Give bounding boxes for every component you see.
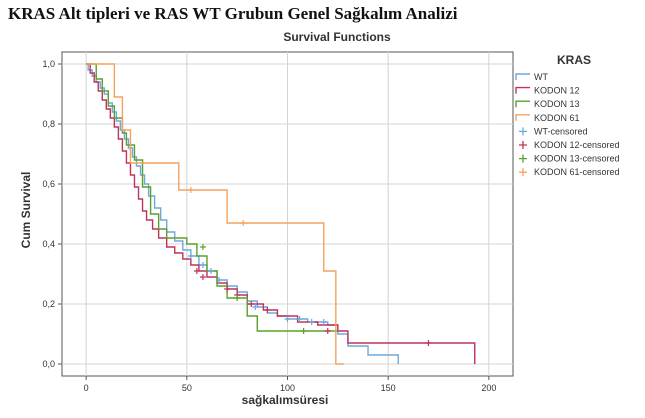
legend-item: KODON 61 [515, 113, 580, 123]
series-line-kodon-61 [86, 63, 344, 365]
censor-mark [216, 277, 223, 283]
y-tick-label: 1,0 [42, 59, 55, 69]
legend-label: KODON 13-censored [534, 154, 620, 164]
censor-mark [264, 307, 271, 313]
legend-swatch [519, 168, 527, 177]
censor-mark [296, 316, 303, 322]
legend-swatch [515, 86, 530, 94]
legend-swatch [519, 141, 527, 149]
legend-label: KODON 12-censored [534, 140, 620, 150]
y-axis-label: Cum Survival [19, 172, 33, 249]
y-tick-label: 0,4 [42, 239, 55, 249]
x-tick-label: 150 [381, 383, 396, 393]
legend-label: WT [534, 72, 548, 82]
censor-mark [207, 268, 214, 274]
legend-label: KODON 13 [534, 99, 580, 109]
censor-mark [308, 319, 315, 325]
y-tick-label: 0,8 [42, 119, 55, 129]
legend-label: KODON 61-censored [534, 167, 620, 177]
legend-swatch [515, 73, 530, 80]
legend-item: WT [515, 72, 548, 82]
censor-mark [193, 268, 200, 274]
censor-mark [234, 295, 241, 301]
legend-item: KODON 12 [515, 86, 580, 96]
chart-title: Survival Functions [283, 30, 391, 44]
legend-swatch [519, 127, 527, 136]
censor-mark [224, 286, 231, 292]
legend-title: KRAS [557, 53, 591, 67]
censor-mark [284, 316, 291, 322]
legend-item: KODON 12-censored [519, 140, 620, 150]
legend: KRAS WT KODON 12 KODON 13 KODON 61 WT-censor… [515, 53, 620, 177]
y-tick-label: 0,2 [42, 299, 55, 309]
x-tick-label: 0 [84, 383, 89, 393]
censor-mark [187, 253, 194, 259]
legend-swatch [519, 154, 527, 163]
series-line-kodon-13 [86, 63, 338, 332]
legend-swatch [515, 100, 530, 108]
legend-label: WT-censored [534, 126, 588, 136]
censor-mark [199, 262, 206, 268]
x-tick-label: 50 [182, 383, 192, 393]
y-tick-label: 0,6 [42, 179, 55, 189]
censor-mark [320, 319, 327, 325]
legend-label: KODON 12 [534, 86, 580, 96]
legend-swatch [515, 114, 530, 121]
legend-item: KODON 13-censored [519, 154, 620, 164]
legend-item: KODON 13 [515, 99, 580, 109]
legend-label: KODON 61 [534, 113, 580, 123]
legend-item: WT-censored [519, 126, 588, 136]
censor-mark [199, 244, 206, 250]
series-line-kodon-12 [86, 63, 476, 364]
x-tick-label: 200 [481, 383, 496, 393]
x-axis-label: sağkalımsüresi [242, 393, 329, 407]
page-heading: KRAS Alt tipleri ve RAS WT Grubun Genel … [8, 4, 458, 23]
censor-mark [199, 274, 206, 280]
censor-mark [300, 328, 307, 334]
censor-mark [248, 301, 255, 307]
censor-mark [324, 328, 331, 334]
censor-mark [240, 220, 247, 226]
censor-mark [252, 304, 259, 310]
y-tick-label: 0,0 [42, 359, 55, 369]
censor-mark [187, 187, 194, 193]
legend-item: KODON 61-censored [519, 167, 620, 177]
censor-mark [425, 340, 432, 346]
x-tick-label: 100 [280, 383, 295, 393]
